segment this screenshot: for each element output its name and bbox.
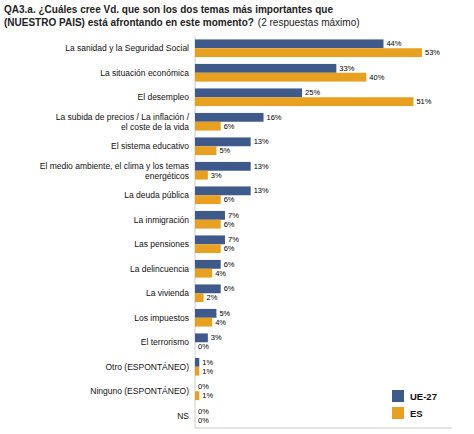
data-label: 5% (219, 146, 230, 155)
bar (195, 382, 196, 391)
bar (195, 97, 413, 106)
legend-label: ES (410, 408, 423, 419)
bar (195, 64, 336, 73)
legend: UE-27 ES (392, 390, 437, 419)
data-label: 13% (254, 162, 269, 171)
data-label: 44% (386, 39, 401, 48)
bars (195, 39, 422, 400)
data-label: 25% (305, 88, 320, 97)
category-label: Los impuestos (134, 313, 189, 323)
bar (195, 367, 199, 376)
bar (195, 260, 221, 269)
data-label: 53% (425, 48, 440, 57)
category-label: La sanidad y la Seguridad Social (65, 43, 189, 53)
data-label: 0% (198, 407, 209, 416)
category-label: La deuda pública (124, 190, 189, 200)
data-label: 6% (224, 122, 235, 131)
category-label: La vivienda (146, 288, 189, 298)
data-label: 51% (416, 97, 431, 106)
bar (195, 244, 221, 253)
legend-swatch (392, 407, 404, 419)
category-label: El desempleo (137, 92, 189, 102)
bar (195, 407, 196, 416)
bar (195, 186, 251, 195)
x-axis-line (195, 428, 452, 429)
subtitle: (2 respuestas máximo) (258, 17, 360, 28)
background (0, 0, 474, 434)
data-label: 0% (198, 342, 209, 351)
bar (195, 318, 212, 327)
chart: QA3.a. ¿Cuáles cree Vd. que son los dos … (0, 0, 474, 434)
data-label: 40% (369, 73, 384, 82)
data-label: 4% (215, 318, 226, 327)
title-group: QA3.a. ¿Cuáles cree Vd. que son los dos … (4, 4, 360, 28)
data-label: 0% (198, 382, 209, 391)
bar (195, 73, 366, 82)
data-label: 2% (207, 293, 218, 302)
bar (195, 284, 221, 293)
bar (195, 358, 199, 367)
bar (195, 113, 264, 122)
data-label: 6% (224, 195, 235, 204)
bar (195, 269, 212, 278)
data-labels: 44%33%25%16%13%13%13%7%7%6%6%5%3%1%0%0%5… (198, 39, 440, 424)
category-label: El sistema educativo (111, 141, 189, 151)
data-label: 7% (228, 235, 239, 244)
bar (195, 162, 251, 171)
data-label: 1% (202, 391, 213, 400)
bar (195, 137, 251, 146)
data-label: 7% (228, 211, 239, 220)
bar (195, 122, 221, 131)
bar (195, 48, 422, 57)
data-label: 13% (254, 137, 269, 146)
bar (195, 195, 221, 204)
bar (195, 88, 302, 97)
category-label: Otro (ESPONTÁNEO) (105, 362, 189, 372)
bar (195, 39, 383, 48)
category-label: La subida de precios / La inflación /el … (56, 112, 190, 132)
data-label: 33% (339, 64, 354, 73)
category-label: NS (177, 411, 189, 421)
data-label: 6% (224, 220, 235, 229)
category-label: El medio ambiente, el clima y los temase… (40, 161, 189, 181)
data-label: 1% (202, 367, 213, 376)
legend-label: UE-27 (410, 391, 437, 402)
data-label: 4% (215, 269, 226, 278)
data-label: 0% (198, 416, 209, 425)
bar (195, 309, 216, 318)
data-label: 6% (224, 260, 235, 269)
data-label: 5% (219, 309, 230, 318)
data-label: 6% (224, 244, 235, 253)
bar (195, 293, 204, 302)
bar (195, 235, 225, 244)
bar (195, 211, 225, 220)
data-label: 3% (211, 171, 222, 180)
data-label: 16% (267, 113, 282, 122)
legend-swatch (392, 390, 404, 402)
bar (195, 146, 216, 155)
bar (195, 391, 199, 400)
bar (195, 171, 208, 180)
bar (195, 220, 221, 229)
category-label: El terrorismo (141, 337, 189, 347)
data-label: 6% (224, 284, 235, 293)
category-label: La situación económica (100, 68, 189, 78)
data-label: 1% (202, 358, 213, 367)
category-label: Las pensiones (134, 239, 189, 249)
category-label: Ninguno (ESPONTÁNEO) (90, 386, 189, 396)
bar (195, 416, 196, 425)
category-label: La inmigración (134, 215, 190, 225)
data-label: 13% (254, 186, 269, 195)
bar (195, 333, 208, 342)
category-label: La delincuencia (130, 264, 189, 274)
category-labels: La sanidad y la Seguridad Social La situa… (40, 43, 190, 421)
data-label: 3% (211, 333, 222, 342)
bar (195, 342, 196, 351)
